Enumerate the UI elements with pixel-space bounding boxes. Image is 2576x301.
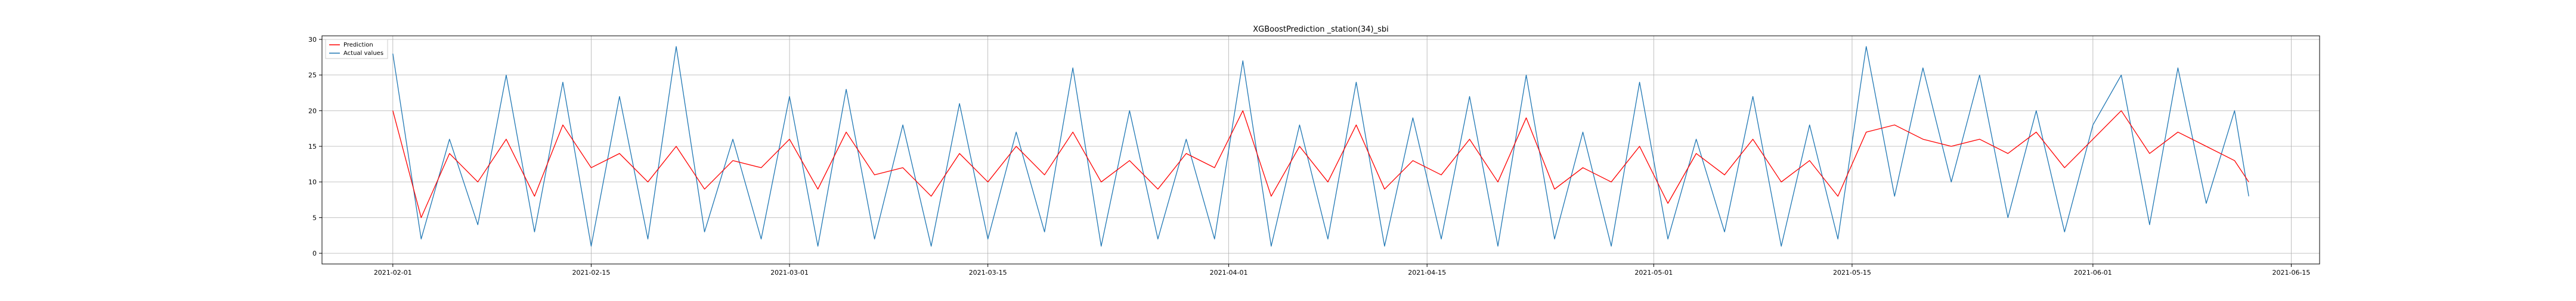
x-tick-label: 2021-06-01 [2074,269,2112,277]
series-line-actual-values [392,46,2249,247]
y-tick-label: 20 [308,107,317,115]
y-tick-label: 10 [308,179,317,186]
y-tick-label: 15 [308,143,317,150]
legend: Prediction Actual values [325,39,388,59]
x-tick-label: 2021-02-01 [374,269,412,277]
x-tick-label: 2021-04-15 [1408,269,1446,277]
y-axis: 0 5 10 15 20 25 30 [308,36,322,257]
x-tick-label: 2021-05-15 [1833,269,1871,277]
x-axis: 2021-02-01 2021-02-15 2021-03-01 2021-03-15… [374,264,2311,277]
x-tick-label: 2021-03-01 [770,269,809,277]
plot-frame [321,35,2320,265]
y-tick-label: 25 [308,72,317,79]
series-line-prediction [392,110,2249,219]
x-tick-label: 2021-05-01 [1634,269,1673,277]
grid [322,36,2320,264]
x-tick-label: 2021-02-15 [572,269,610,277]
x-tick-label: 2021-04-01 [1210,269,1248,277]
series-layer [392,46,2249,247]
y-tick-label: 0 [312,250,317,257]
y-tick-label: 5 [312,214,317,222]
legend-box [325,39,388,59]
x-tick-label: 2021-03-15 [969,269,1007,277]
x-tick-label: 2021-06-15 [2272,269,2311,277]
legend-prediction-label: Prediction [343,42,373,48]
chart-title: XGBoostPrediction _station(34)_sbi [1253,25,1388,34]
legend-actual-label: Actual values [343,50,383,57]
y-tick-label: 30 [308,36,317,44]
